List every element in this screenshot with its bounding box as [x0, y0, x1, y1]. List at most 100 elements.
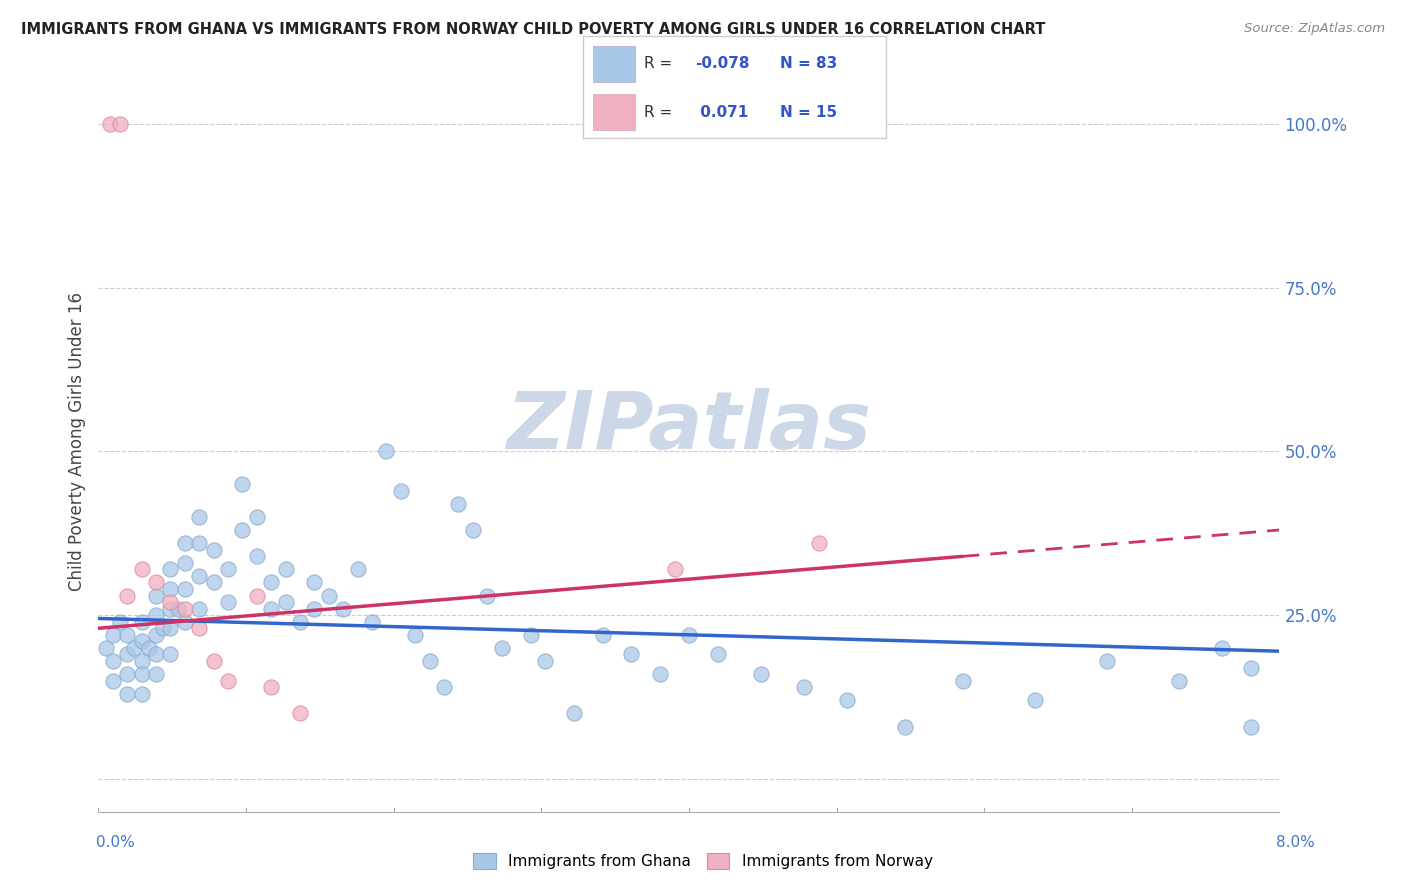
- Point: [159, 582, 181, 596]
- Point: [131, 634, 153, 648]
- Point: [231, 477, 253, 491]
- Point: [115, 589, 138, 603]
- Point: [246, 509, 269, 524]
- Text: Source: ZipAtlas.com: Source: ZipAtlas.com: [1244, 22, 1385, 36]
- Text: -0.078: -0.078: [696, 56, 749, 71]
- Point: [477, 589, 499, 603]
- Point: [807, 536, 830, 550]
- FancyBboxPatch shape: [592, 95, 636, 130]
- Point: [101, 654, 124, 668]
- Point: [650, 667, 672, 681]
- Point: [124, 640, 146, 655]
- Point: [246, 549, 269, 564]
- Point: [98, 117, 121, 131]
- Point: [894, 720, 917, 734]
- Point: [173, 601, 195, 615]
- Point: [131, 654, 153, 668]
- Point: [519, 628, 541, 642]
- Point: [304, 575, 326, 590]
- Point: [332, 601, 354, 615]
- Point: [1240, 660, 1263, 674]
- Point: [94, 640, 117, 655]
- Point: [419, 654, 441, 668]
- Point: [288, 615, 311, 629]
- Point: [318, 589, 340, 603]
- Point: [188, 509, 211, 524]
- Point: [793, 680, 815, 694]
- Point: [562, 706, 585, 721]
- Point: [202, 654, 225, 668]
- Point: [188, 621, 211, 635]
- Point: [620, 648, 643, 662]
- Point: [1211, 640, 1233, 655]
- Text: N = 15: N = 15: [780, 104, 837, 120]
- Point: [145, 608, 167, 623]
- Point: [115, 648, 138, 662]
- Text: N = 83: N = 83: [780, 56, 837, 71]
- Point: [159, 621, 181, 635]
- Point: [173, 615, 195, 629]
- Point: [159, 595, 181, 609]
- Point: [138, 640, 160, 655]
- Point: [592, 628, 614, 642]
- Point: [101, 673, 124, 688]
- Point: [706, 648, 728, 662]
- Point: [173, 556, 195, 570]
- Point: [115, 628, 138, 642]
- Point: [145, 589, 167, 603]
- Point: [952, 673, 974, 688]
- Text: IMMIGRANTS FROM GHANA VS IMMIGRANTS FROM NORWAY CHILD POVERTY AMONG GIRLS UNDER : IMMIGRANTS FROM GHANA VS IMMIGRANTS FROM…: [21, 22, 1046, 37]
- Point: [159, 601, 181, 615]
- Point: [108, 615, 131, 629]
- Point: [260, 601, 283, 615]
- Point: [534, 654, 557, 668]
- Point: [1167, 673, 1189, 688]
- Point: [115, 667, 138, 681]
- Point: [202, 575, 225, 590]
- Point: [361, 615, 384, 629]
- Point: [260, 680, 283, 694]
- Point: [461, 523, 484, 537]
- Point: [447, 497, 470, 511]
- Point: [159, 648, 181, 662]
- Point: [231, 523, 253, 537]
- Point: [288, 706, 311, 721]
- Legend: Immigrants from Ghana, Immigrants from Norway: Immigrants from Ghana, Immigrants from N…: [467, 847, 939, 875]
- Point: [678, 628, 700, 642]
- Point: [274, 562, 297, 576]
- Point: [837, 693, 859, 707]
- Point: [749, 667, 772, 681]
- Point: [188, 569, 211, 583]
- Point: [1240, 720, 1263, 734]
- Point: [1024, 693, 1046, 707]
- Point: [108, 117, 131, 131]
- Text: ZIPatlas: ZIPatlas: [506, 388, 872, 466]
- Point: [101, 628, 124, 642]
- Point: [145, 575, 167, 590]
- Point: [159, 562, 181, 576]
- Point: [166, 601, 188, 615]
- Point: [145, 667, 167, 681]
- Text: R =: R =: [644, 56, 678, 71]
- FancyBboxPatch shape: [592, 46, 636, 82]
- Point: [173, 536, 195, 550]
- Point: [188, 536, 211, 550]
- Point: [131, 562, 153, 576]
- Point: [274, 595, 297, 609]
- Point: [202, 542, 225, 557]
- Point: [260, 575, 283, 590]
- Text: 0.071: 0.071: [696, 104, 748, 120]
- Point: [404, 628, 426, 642]
- Point: [173, 582, 195, 596]
- Point: [491, 640, 513, 655]
- Point: [217, 595, 239, 609]
- Point: [131, 687, 153, 701]
- Y-axis label: Child Poverty Among Girls Under 16: Child Poverty Among Girls Under 16: [67, 292, 86, 591]
- Text: 8.0%: 8.0%: [1275, 836, 1315, 850]
- Point: [375, 444, 398, 458]
- Point: [346, 562, 368, 576]
- Point: [131, 667, 153, 681]
- Point: [217, 562, 239, 576]
- Point: [389, 483, 412, 498]
- Point: [433, 680, 456, 694]
